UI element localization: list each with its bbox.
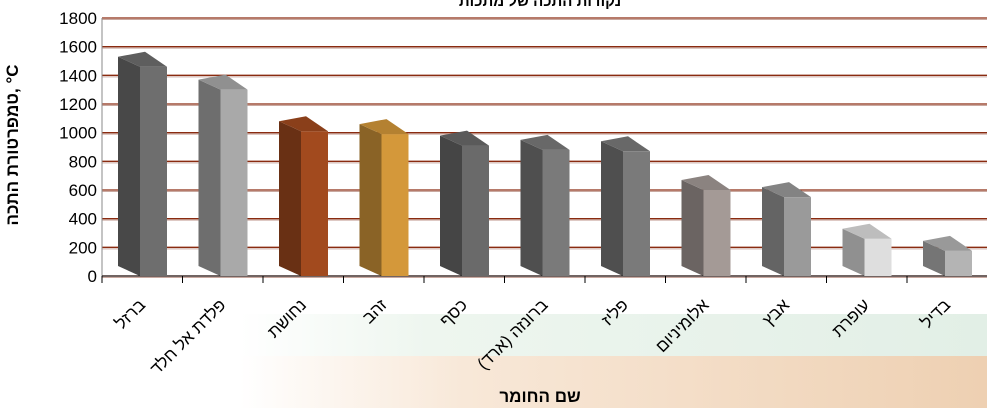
bar-front-face [864, 238, 892, 276]
bar-side-face [279, 121, 301, 276]
y-tick-label: 600 [69, 181, 97, 200]
bar [923, 235, 972, 276]
bar-side-face [198, 79, 221, 277]
y-tick-label: 1400 [59, 66, 97, 85]
bar-top-face [359, 119, 409, 135]
bar [520, 134, 570, 276]
chart-title: נקודות התכה של מתכות [459, 0, 621, 10]
bar [198, 74, 248, 277]
bar [681, 175, 731, 276]
bar [601, 136, 650, 276]
bar-side-face [359, 124, 382, 276]
bar-side-face [762, 187, 784, 276]
bar-top-face [520, 134, 570, 150]
bar-side-face [118, 56, 140, 276]
bar-side-face [923, 240, 945, 276]
bar-side-face [520, 139, 543, 276]
bar-top-face [198, 74, 248, 90]
bar-top-face [842, 223, 892, 239]
bar-top-face [762, 182, 811, 198]
bar [279, 116, 328, 276]
bar-side-face [440, 135, 462, 276]
y-tick-label: 1600 [59, 38, 97, 57]
y-axis-label: טמפרטורת התכה, °C [3, 64, 22, 225]
x-axis-label: שם החומר [499, 387, 581, 406]
bar-front-face [945, 250, 972, 276]
bar-top-face [279, 116, 328, 132]
bar-front-face [462, 145, 489, 276]
bar-side-face [842, 228, 865, 276]
bar [762, 182, 811, 276]
y-tick-label: 0 [88, 267, 97, 286]
bar [118, 51, 167, 276]
bar [440, 130, 489, 276]
bar-front-face [784, 197, 811, 276]
bar [842, 223, 892, 276]
bar-side-face [681, 180, 704, 276]
bar-top-face [681, 175, 731, 190]
y-tick-label: 400 [69, 210, 97, 229]
x-tick-label: ברזל [112, 295, 150, 333]
y-tick-label: 800 [69, 152, 97, 171]
bar-side-face [601, 141, 623, 276]
y-tick-label: 1800 [59, 9, 97, 28]
y-tick-label: 1000 [59, 124, 97, 143]
bar-front-face [140, 66, 167, 276]
bar-top-face [440, 130, 489, 146]
bar [359, 119, 409, 276]
bar-top-face [601, 136, 650, 152]
bar-front-face [220, 89, 248, 277]
bar-top-face [118, 51, 167, 67]
bar-top-face [923, 235, 972, 251]
bar-front-face [542, 149, 570, 276]
y-tick-label: 200 [69, 238, 97, 257]
bar-front-face [381, 134, 409, 276]
bar-front-face [301, 131, 328, 276]
bar-front-face [623, 151, 650, 276]
x-tick-label: פלדת אל חלד [147, 295, 230, 378]
y-tick-label: 1200 [59, 95, 97, 114]
bar-front-face [703, 190, 731, 276]
